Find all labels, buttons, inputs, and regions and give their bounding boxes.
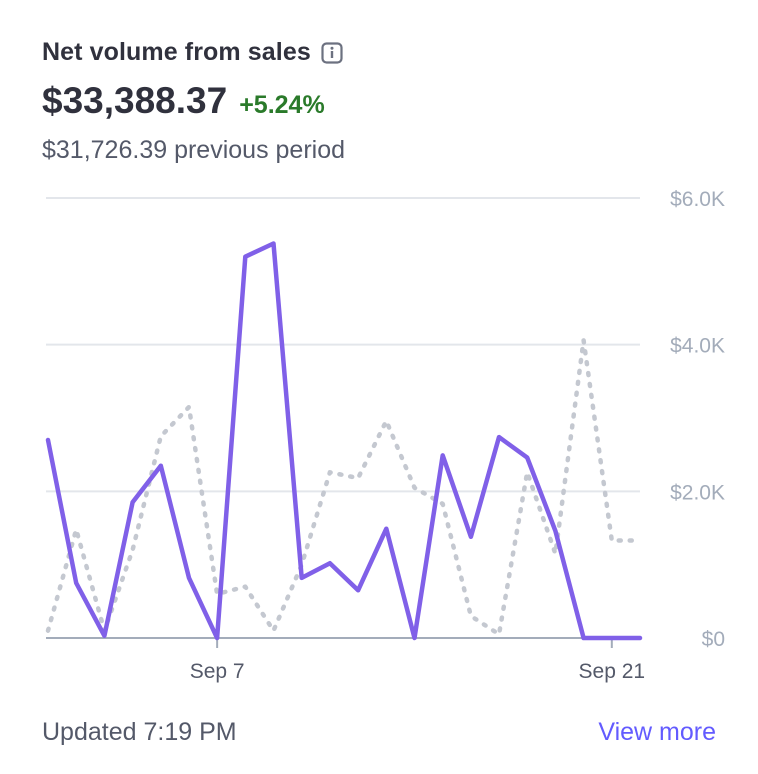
net-volume-value: $33,388.37	[42, 80, 228, 121]
value-row: $33,388.37 +5.24%	[42, 80, 325, 122]
previous-period-series-line[interactable]	[45, 338, 643, 637]
y-tick-label: $0	[702, 628, 725, 651]
card-header: Net volume from sales	[42, 38, 343, 67]
x-tick-label: Sep 7	[190, 660, 245, 683]
card-title: Net volume from sales	[42, 38, 311, 66]
delta-badge: +5.24%	[239, 91, 325, 119]
previous-period-text: $31,726.39 previous period	[42, 136, 346, 164]
info-icon[interactable]	[321, 41, 343, 64]
view-more-link[interactable]: View more	[598, 718, 716, 746]
x-tick-label: Sep 21	[579, 660, 646, 683]
y-tick-label: $4.0K	[670, 335, 725, 358]
updated-timestamp: Updated 7:19 PM	[42, 718, 237, 746]
net-volume-line-chart[interactable]: $6.0K $4.0K $2.0K $0 Sep 7 Sep 21	[0, 0, 758, 700]
y-tick-label: $2.0K	[670, 481, 725, 504]
y-tick-label: $6.0K	[670, 188, 725, 211]
current-period-series-line[interactable]	[45, 241, 643, 641]
